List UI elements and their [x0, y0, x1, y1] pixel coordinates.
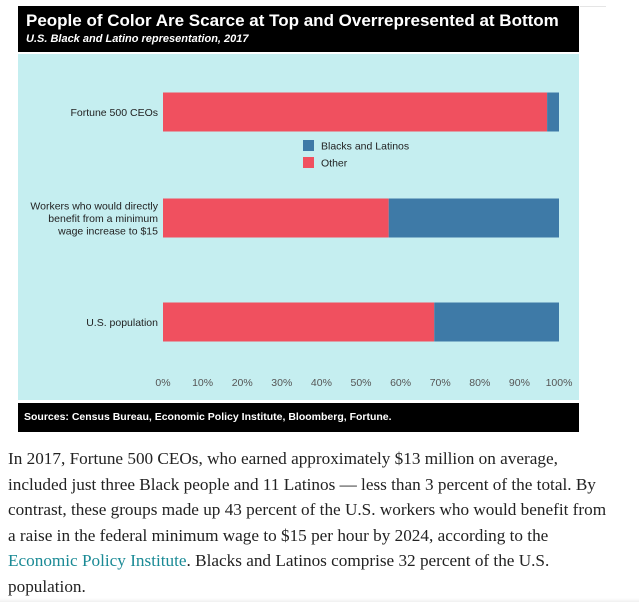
bar-segment-blacks-and-latinos: [434, 302, 559, 342]
category-label: U.S. population: [86, 317, 158, 329]
chart-subtitle: U.S. Black and Latino representation, 20…: [26, 33, 249, 45]
x-tick-label: 50%: [350, 377, 371, 389]
divider: [580, 6, 606, 7]
x-tick-label: 20%: [232, 377, 253, 389]
bar-chart: Fortune 500 CEOs Workers who would direct…: [30, 92, 573, 389]
legend-swatch: [303, 140, 314, 151]
x-tick-label: 90%: [509, 377, 530, 389]
page-bottom-edge: [0, 598, 639, 602]
x-tick-label: 10%: [192, 377, 213, 389]
bar-segment-other: [163, 198, 389, 238]
x-tick-label: 60%: [390, 377, 411, 389]
plot-area: Fortune 500 CEOs Workers who would direct…: [18, 54, 579, 400]
x-tick-label: 100%: [546, 377, 573, 389]
article-line: Economic Policy Institute. Blacks and La…: [8, 548, 636, 574]
x-tick-label: 80%: [469, 377, 490, 389]
bar-segment-other: [163, 302, 435, 342]
bar-segment-blacks-and-latinos: [388, 198, 559, 238]
chart-source: Sources: Census Bureau, Economic Policy …: [24, 411, 392, 423]
category-label: Workers who would directly benefit from a…: [30, 201, 158, 238]
article-line: In 2017, Fortune 500 CEOs, who earned ap…: [8, 449, 558, 468]
category-label: Fortune 500 CEOs: [70, 107, 158, 119]
chart-header: People of Color Are Scarce at Top and Ov…: [18, 6, 579, 52]
legend-swatch: [303, 157, 314, 168]
bar-segment-blacks-and-latinos: [547, 92, 559, 132]
x-tick-label: 70%: [430, 377, 451, 389]
article-text: In 2017, Fortune 500 CEOs, who earned ap…: [8, 446, 636, 599]
article-line: a raise in the federal minimum wage to $…: [8, 525, 549, 545]
article-line: population.: [8, 576, 86, 596]
legend-label: Other: [321, 158, 348, 170]
legend-label: Blacks and Latinos: [321, 141, 409, 153]
x-tick-label: 40%: [311, 377, 332, 389]
chart-footer: Sources: Census Bureau, Economic Policy …: [18, 403, 579, 432]
chart-title: People of Color Are Scarce at Top and Ov…: [26, 11, 559, 30]
epi-link[interactable]: Economic Policy Institute: [8, 551, 187, 570]
x-tick-label: 0%: [155, 377, 170, 389]
article-line: contrast, these groups made up 43 percen…: [8, 500, 607, 519]
article-line-rest: . Blacks and Latinos comprise 32 percent…: [186, 551, 550, 570]
article-line: included just three Black people and 11 …: [8, 474, 596, 494]
chart-figure: People of Color Are Scarce at Top and Ov…: [18, 6, 579, 432]
bar-segment-other: [163, 92, 548, 132]
x-tick-label: 30%: [271, 377, 292, 389]
article-paragraph: In 2017, Fortune 500 CEOs, who earned ap…: [8, 446, 636, 599]
